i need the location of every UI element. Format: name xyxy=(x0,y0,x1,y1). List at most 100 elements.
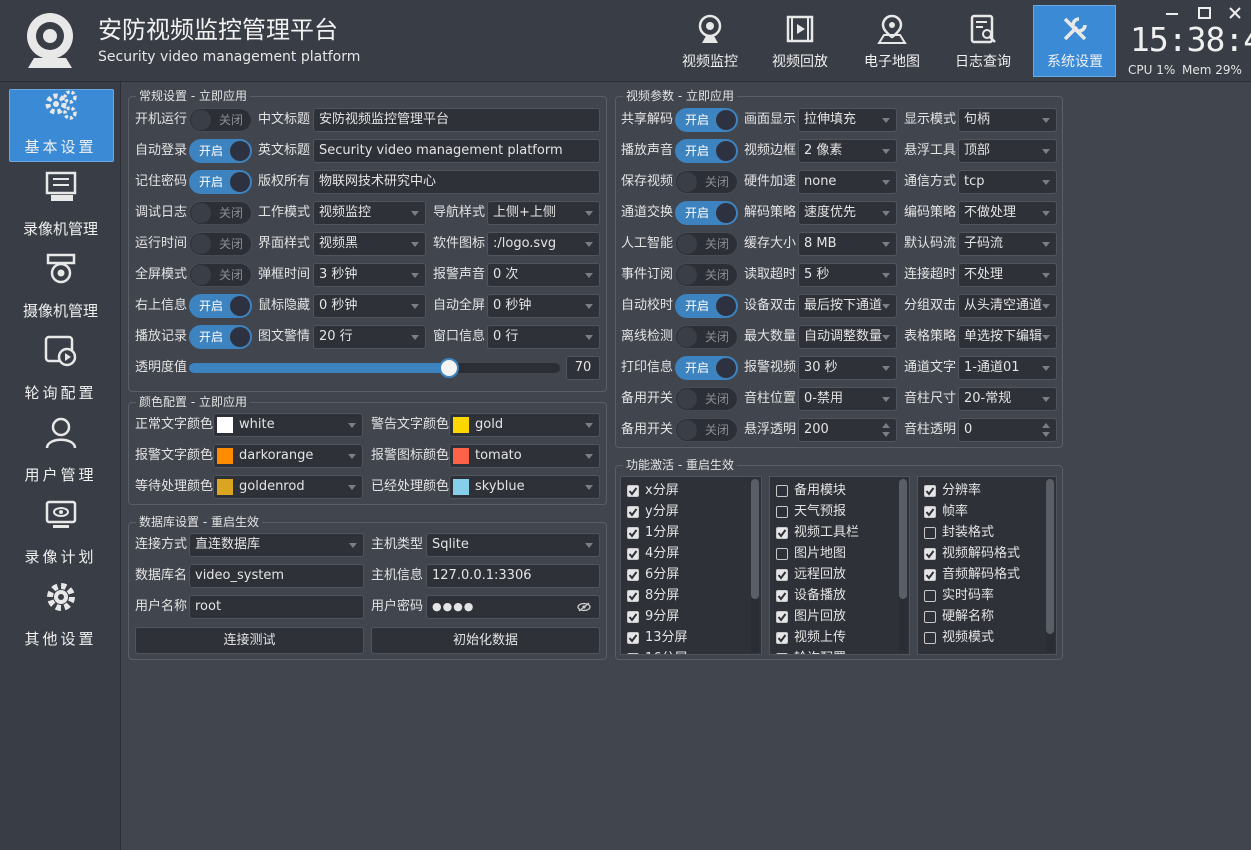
sidebar-item[interactable]: 用户管理 xyxy=(24,466,97,484)
combo-field[interactable]: 30 秒 xyxy=(798,356,897,380)
spin-field[interactable]: 0 xyxy=(958,418,1057,442)
checkbox[interactable] xyxy=(627,548,639,560)
combo-field[interactable]: Sqlite xyxy=(426,533,600,557)
combo-field[interactable]: none xyxy=(798,170,897,194)
checkbox[interactable] xyxy=(924,485,936,497)
input-field[interactable]: video_system xyxy=(189,564,364,588)
nav-button[interactable]: 系统设置 xyxy=(1047,54,1103,70)
checkbox[interactable] xyxy=(776,611,788,623)
combo-field[interactable]: 0 次 xyxy=(487,263,600,287)
combo-field[interactable]: 1-通道01 xyxy=(958,356,1057,380)
combo-field[interactable]: 2 像素 xyxy=(798,139,897,163)
checkbox[interactable] xyxy=(776,632,788,644)
combo-field[interactable]: 3 秒钟 xyxy=(313,263,426,287)
combo-field[interactable]: 视频黑 xyxy=(313,232,426,256)
spin-field[interactable]: 200 xyxy=(798,418,897,442)
checkbox[interactable] xyxy=(924,569,936,581)
checkbox[interactable] xyxy=(776,569,788,581)
toggle-switch[interactable]: 关闭 xyxy=(675,170,738,194)
slider-handle[interactable] xyxy=(438,358,459,378)
combo-field[interactable]: 不处理 xyxy=(958,263,1057,287)
toggle-switch[interactable]: 关闭 xyxy=(675,263,738,287)
checkbox[interactable] xyxy=(627,527,639,539)
toggle-switch[interactable]: 关闭 xyxy=(189,201,252,225)
combo-field[interactable]: 20-常规 xyxy=(958,387,1057,411)
checkbox[interactable] xyxy=(924,548,936,560)
checkbox[interactable] xyxy=(924,590,936,602)
checkbox[interactable] xyxy=(776,590,788,602)
combo-field[interactable]: 视频监控 xyxy=(313,201,426,225)
checkbox[interactable] xyxy=(776,485,788,497)
sidebar-item[interactable]: 录像计划 xyxy=(24,548,97,566)
nav-button[interactable]: 视频回放 xyxy=(772,54,828,70)
checkbox[interactable] xyxy=(627,590,639,602)
checkbox[interactable] xyxy=(627,569,639,581)
toggle-switch[interactable]: 关闭 xyxy=(675,418,738,442)
combo-field[interactable]: tcp xyxy=(958,170,1057,194)
checkbox[interactable] xyxy=(627,611,639,623)
combo-field[interactable]: 顶部 xyxy=(958,139,1057,163)
checkbox[interactable] xyxy=(924,632,936,644)
color-field[interactable]: skyblue xyxy=(449,475,600,499)
toggle-switch[interactable]: 关闭 xyxy=(675,232,738,256)
input-field[interactable]: 安防视频监控管理平台 xyxy=(313,108,600,132)
combo-field[interactable]: :/logo.svg xyxy=(487,232,600,256)
checkbox[interactable] xyxy=(924,506,936,518)
input-field[interactable]: Security video management platform xyxy=(313,139,600,163)
combo-field[interactable]: 速度优先 xyxy=(798,201,897,225)
scrollbar-thumb[interactable] xyxy=(751,479,759,599)
color-field[interactable]: white xyxy=(213,413,363,437)
combo-field[interactable]: 直连数据库 xyxy=(189,533,364,557)
combo-field[interactable]: 子码流 xyxy=(958,232,1057,256)
nav-button[interactable]: 日志查询 xyxy=(955,54,1011,70)
scrollbar-thumb[interactable] xyxy=(899,479,907,599)
checkbox[interactable] xyxy=(627,653,639,654)
nav-button[interactable]: 视频监控 xyxy=(682,54,738,70)
checkbox[interactable] xyxy=(924,527,936,539)
color-field[interactable]: darkorange xyxy=(213,444,363,468)
combo-field[interactable]: 5 秒 xyxy=(798,263,897,287)
window-controls[interactable] xyxy=(1160,5,1248,21)
input-field[interactable]: 127.0.0.1:3306 xyxy=(426,564,600,588)
sidebar-item[interactable]: 摄像机管理 xyxy=(22,302,98,320)
action-button[interactable]: 连接测试 xyxy=(135,627,364,654)
color-field[interactable]: tomato xyxy=(449,444,600,468)
checkbox[interactable] xyxy=(776,506,788,518)
toggle-switch[interactable]: 开启 xyxy=(189,139,252,163)
color-field[interactable]: goldenrod xyxy=(213,475,363,499)
combo-field[interactable]: 最后按下通道 xyxy=(798,294,897,318)
checkbox[interactable] xyxy=(776,548,788,560)
combo-field[interactable]: 0 秒钟 xyxy=(313,294,426,318)
checkbox[interactable] xyxy=(776,527,788,539)
checkbox[interactable] xyxy=(776,653,788,654)
sidebar-item[interactable]: 其他设置 xyxy=(24,630,97,648)
nav-button[interactable]: 电子地图 xyxy=(864,54,920,70)
color-field[interactable]: gold xyxy=(449,413,600,437)
checkbox[interactable] xyxy=(627,485,639,497)
toggle-switch[interactable]: 开启 xyxy=(675,356,738,380)
combo-field[interactable]: 从头清空通道 xyxy=(958,294,1057,318)
combo-field[interactable]: 8 MB xyxy=(798,232,897,256)
toggle-switch[interactable]: 开启 xyxy=(189,294,252,318)
action-button[interactable]: 初始化数据 xyxy=(371,627,600,654)
toggle-switch[interactable]: 开启 xyxy=(189,325,252,349)
input-field[interactable]: root xyxy=(189,595,364,619)
sidebar-item[interactable]: 录像机管理 xyxy=(22,220,98,238)
toggle-switch[interactable]: 关闭 xyxy=(675,387,738,411)
combo-field[interactable]: 不做处理 xyxy=(958,201,1057,225)
sidebar-item[interactable]: 轮询配置 xyxy=(24,384,97,402)
toggle-switch[interactable]: 开启 xyxy=(675,139,738,163)
checkbox[interactable] xyxy=(627,632,639,644)
toggle-switch[interactable]: 关闭 xyxy=(675,325,738,349)
combo-field[interactable]: 拉伸填充 xyxy=(798,108,897,132)
password-field[interactable]: ●●●● xyxy=(426,595,600,619)
toggle-switch[interactable]: 开启 xyxy=(675,201,738,225)
sidebar-item[interactable]: 基本设置 xyxy=(24,138,97,156)
combo-field[interactable]: 单选按下编辑 xyxy=(958,325,1057,349)
toggle-switch[interactable]: 关闭 xyxy=(189,108,252,132)
toggle-switch[interactable]: 开启 xyxy=(675,294,738,318)
combo-field[interactable]: 自动调整数量 xyxy=(798,325,897,349)
combo-field[interactable]: 20 行 xyxy=(313,325,426,349)
scrollbar-thumb[interactable] xyxy=(1046,479,1054,634)
combo-field[interactable]: 0 秒钟 xyxy=(487,294,600,318)
